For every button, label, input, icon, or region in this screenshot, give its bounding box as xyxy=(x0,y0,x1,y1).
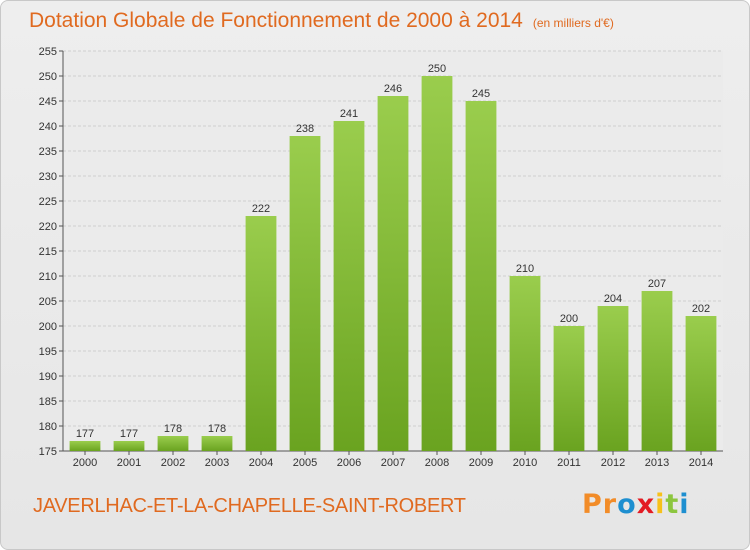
y-tick-label: 190 xyxy=(39,371,57,383)
value-label-2013: 207 xyxy=(648,278,666,290)
chart-title-text: Dotation Globale de Fonctionnement de 20… xyxy=(29,9,523,32)
bar-2014 xyxy=(685,316,717,451)
y-tick-label: 235 xyxy=(39,146,57,158)
y-tick-label: 255 xyxy=(39,46,57,58)
bar-2003 xyxy=(201,436,233,451)
y-tick-label: 180 xyxy=(39,421,57,433)
bar-2013 xyxy=(641,291,673,451)
x-tick-label-2013: 2013 xyxy=(645,457,669,469)
x-tick-label-2005: 2005 xyxy=(293,457,317,469)
value-label-2003: 178 xyxy=(208,423,226,435)
x-tick-label-2006: 2006 xyxy=(337,457,361,469)
value-label-2014: 202 xyxy=(692,303,710,315)
y-tick-label: 230 xyxy=(39,171,57,183)
y-tick-label: 225 xyxy=(39,196,57,208)
y-tick-label: 240 xyxy=(39,121,57,133)
y-tick-label: 205 xyxy=(39,296,57,308)
x-tick-label-2011: 2011 xyxy=(557,457,581,469)
x-tick-label-2012: 2012 xyxy=(601,457,625,469)
x-tick-label-2014: 2014 xyxy=(689,457,713,469)
bar-2010 xyxy=(509,276,541,451)
value-label-2006: 241 xyxy=(340,108,358,120)
x-tick-label-2000: 2000 xyxy=(73,457,97,469)
logo-letter: x xyxy=(636,489,656,520)
logo-letter: r xyxy=(602,489,618,520)
x-tick-label-2004: 2004 xyxy=(249,457,273,469)
bars xyxy=(69,76,717,451)
bar-2011 xyxy=(553,326,585,451)
y-tick-label: 200 xyxy=(39,321,57,333)
proxiti-logo: Proxiti xyxy=(582,489,690,520)
bar-2006 xyxy=(333,121,365,451)
bar-2004 xyxy=(245,216,277,451)
x-tick-label-2001: 2001 xyxy=(117,457,141,469)
x-tick-label-2008: 2008 xyxy=(425,457,449,469)
y-tick-label: 215 xyxy=(39,246,57,258)
value-label-2004: 222 xyxy=(252,203,270,215)
y-tick-label: 175 xyxy=(39,446,57,458)
value-label-2011: 200 xyxy=(560,313,578,325)
bar-chart: 175 180 185 190 195 200 205 210 215 220 225 230 235 2… xyxy=(39,46,723,469)
bar-2002 xyxy=(157,436,189,451)
bar-2008 xyxy=(421,76,453,451)
value-label-2010: 210 xyxy=(516,263,534,275)
logo-letter: P xyxy=(582,489,603,520)
value-label-2007: 246 xyxy=(384,83,402,95)
chart-unit: (en milliers d'€) xyxy=(532,16,614,30)
y-tick-label: 195 xyxy=(39,346,57,358)
bar-2007 xyxy=(377,96,409,451)
y-tick-label: 220 xyxy=(39,221,57,233)
bar-2009 xyxy=(465,101,497,451)
bar-2005 xyxy=(289,136,321,451)
value-label-2000: 177 xyxy=(76,428,94,440)
chart-title: Dotation Globale de Fonctionnement de 20… xyxy=(29,9,614,33)
x-tick-label-2009: 2009 xyxy=(469,457,493,469)
commune-name: JAVERLHAC-ET-LA-CHAPELLE-SAINT-ROBERT xyxy=(33,495,466,517)
value-label-2008: 250 xyxy=(428,63,446,75)
y-tick-label: 210 xyxy=(39,271,57,283)
value-label-2012: 204 xyxy=(604,293,622,305)
y-tick-label: 245 xyxy=(39,96,57,108)
value-label-2009: 245 xyxy=(472,88,490,100)
bar-2000 xyxy=(69,441,101,451)
x-tick-label-2007: 2007 xyxy=(381,457,405,469)
logo-letter: i xyxy=(679,489,690,520)
value-label-2005: 238 xyxy=(296,123,314,135)
logo-letter: t xyxy=(665,489,680,520)
bar-2001 xyxy=(113,441,145,451)
x-tick-label-2010: 2010 xyxy=(513,457,537,469)
x-tick-label-2003: 2003 xyxy=(205,457,229,469)
value-label-2002: 178 xyxy=(164,423,182,435)
y-tick-label: 250 xyxy=(39,71,57,83)
y-tick-label: 185 xyxy=(39,396,57,408)
logo-letter: i xyxy=(655,489,666,520)
x-tick-label-2002: 2002 xyxy=(161,457,185,469)
labels: 177 177 178 178 222 238 241 246 250 245 210 200 204 2… xyxy=(76,63,710,440)
bar-2012 xyxy=(597,306,629,451)
logo-letter: o xyxy=(617,489,637,520)
value-label-2001: 177 xyxy=(120,428,138,440)
